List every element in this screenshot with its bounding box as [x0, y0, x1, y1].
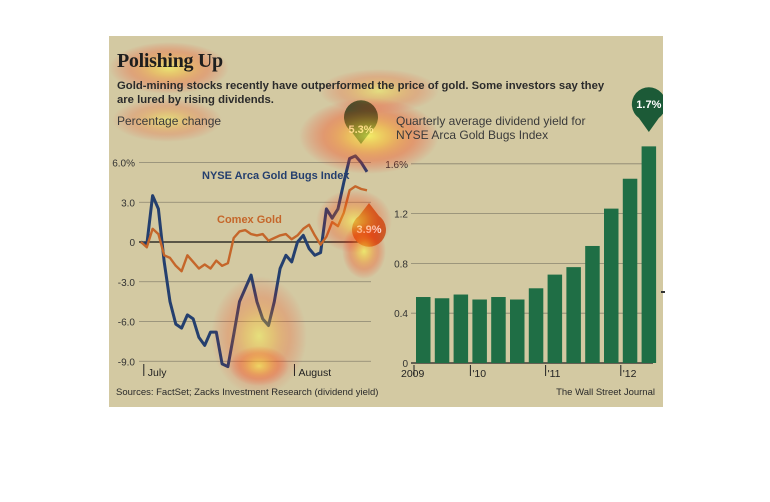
bar — [604, 208, 619, 363]
bar-x-tick-label: '11 — [548, 368, 561, 380]
bar-y-tick-label: 1.6% — [385, 160, 408, 171]
bar — [547, 274, 563, 363]
edge-tick-mark — [661, 291, 665, 293]
dividend-end-label: 1.7% — [636, 99, 661, 111]
y-tick-label: 0 — [129, 238, 135, 249]
bar-y-tick-label: 0 — [402, 359, 408, 370]
series-line — [140, 154, 369, 369]
bar — [453, 294, 469, 363]
gold-bugs-end-label: 5.3% — [348, 124, 373, 136]
gold-bugs-callout — [344, 100, 379, 144]
bar — [491, 297, 506, 363]
y-tick-label: -6.0 — [118, 318, 136, 329]
bar — [528, 288, 544, 363]
right-chart-title-continued: NYSE Arca Gold Bugs Index — [396, 128, 549, 142]
bar-y-tick-label: 0.4 — [394, 309, 408, 320]
publisher-credit: The Wall Street Journal — [556, 387, 655, 398]
bar-y-tick-label: 1.2 — [394, 210, 408, 221]
bar-x-tick-label: 2009 — [401, 368, 425, 380]
bar-x-tick-label: '12 — [623, 368, 637, 380]
left-chart-ylabel: Percentage change — [117, 114, 222, 128]
chart-subtitle: Gold-mining stocks recently have outperf… — [117, 80, 605, 92]
right-chart-title: Quarterly average dividend yield for — [396, 114, 586, 128]
bar — [566, 267, 581, 363]
dividend-callout — [631, 87, 663, 132]
bar — [585, 245, 600, 363]
bar — [641, 146, 657, 363]
bar — [622, 178, 638, 363]
bar — [416, 297, 431, 363]
y-tick-label: -9.0 — [118, 357, 136, 368]
legend-label-gold-bugs: NYSE Arca Gold Bugs Index — [202, 170, 350, 182]
series-line — [140, 185, 368, 273]
bar — [472, 299, 487, 363]
bar-y-tick-label: 0.8 — [394, 259, 408, 270]
bar — [510, 299, 525, 363]
y-tick-label: 6.0% — [112, 159, 135, 170]
chart-title: Polishing Up — [117, 50, 223, 72]
bar-x-tick-label: '10 — [472, 368, 486, 380]
y-tick-label: 3.0 — [121, 198, 135, 209]
x-tick-label: July — [148, 367, 167, 379]
y-tick-label: -3.0 — [118, 278, 136, 289]
x-tick-label: August — [298, 367, 331, 379]
chart-subtitle-continued: are lured by rising dividends. — [117, 94, 274, 106]
comex-end-label: 3.9% — [356, 224, 381, 236]
chart-panel: 6.0% 3.0 0 -3.0 -6.0 -9.0 July August NYSE Arca … — [109, 36, 663, 407]
legend-label-comex: Comex Gold — [217, 214, 282, 226]
bar — [434, 298, 450, 363]
source-note: Sources: FactSet; Zacks Investment Resea… — [116, 387, 379, 398]
